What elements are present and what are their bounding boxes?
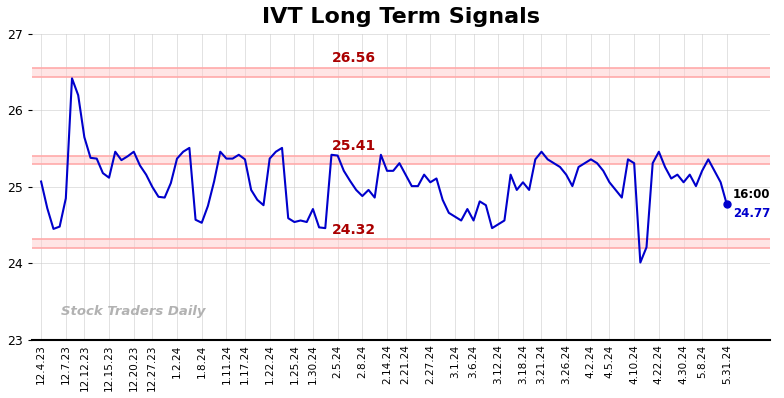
Text: 24.77: 24.77 (733, 207, 770, 220)
Bar (32, 239, 770, 248)
Title: IVT Long Term Signals: IVT Long Term Signals (262, 7, 540, 27)
Text: Stock Traders Daily: Stock Traders Daily (61, 305, 206, 318)
Text: 26.56: 26.56 (332, 51, 376, 65)
Bar (32, 156, 770, 164)
Bar (32, 68, 770, 77)
Text: 24.32: 24.32 (332, 222, 376, 236)
Text: 25.41: 25.41 (332, 139, 376, 153)
Text: 16:00: 16:00 (733, 188, 771, 201)
